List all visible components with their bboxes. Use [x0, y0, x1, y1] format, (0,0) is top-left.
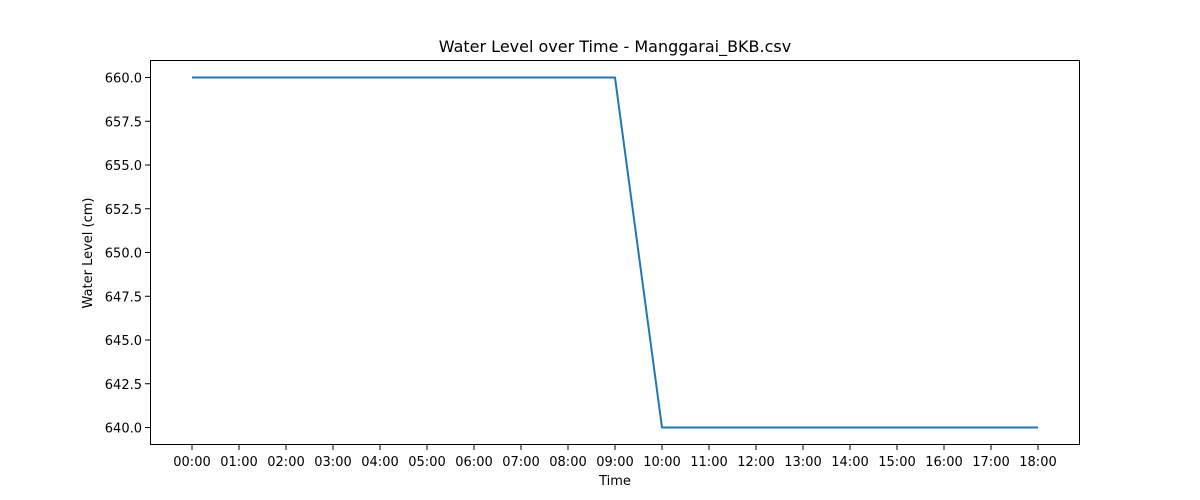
y-tick-label: 655.0: [105, 159, 142, 174]
x-tick-label: 11:00: [690, 455, 727, 470]
x-tick-label: 00:00: [173, 455, 210, 470]
x-tick-label: 02:00: [267, 455, 304, 470]
x-tick-label: 04:00: [361, 455, 398, 470]
y-tick-label: 645.0: [105, 334, 142, 349]
y-axis: 640.0 642.5 645.0 647.5 650.0 652.5 655.0 657.5…: [105, 72, 150, 437]
x-tick-label: 13:00: [784, 455, 821, 470]
x-tick-label: 14:00: [831, 455, 868, 470]
x-tick-label: 17:00: [972, 455, 1009, 470]
y-tick-label: 652.5: [105, 203, 142, 218]
x-tick-label: 10:00: [643, 455, 680, 470]
x-tick-label: 12:00: [737, 455, 774, 470]
x-tick-label: 15:00: [878, 455, 915, 470]
series-line: [192, 76, 1038, 429]
y-tick-label: 657.5: [105, 115, 142, 130]
y-axis-label: Water Level (cm): [81, 198, 96, 309]
x-tick-label: 03:00: [314, 455, 351, 470]
y-tick-label: 650.0: [105, 247, 142, 262]
x-axis-label: Time: [598, 474, 631, 489]
x-tick-label: 07:00: [502, 455, 539, 470]
x-tick-label: 18:00: [1019, 455, 1056, 470]
y-tick-label: 642.5: [105, 378, 142, 393]
y-tick-label: 640.0: [105, 422, 142, 437]
x-tick-label: 09:00: [596, 455, 633, 470]
x-tick-label: 05:00: [408, 455, 445, 470]
x-tick-label: 08:00: [549, 455, 586, 470]
x-tick-label: 01:00: [220, 455, 257, 470]
y-tick-label: 660.0: [105, 72, 142, 87]
series-group: [192, 76, 1038, 429]
plot-frame: [150, 60, 1080, 445]
y-tick-label: 647.5: [105, 290, 142, 305]
chart-title: Water Level over Time - Manggarai_BKB.cs…: [439, 37, 791, 57]
x-tick-label: 16:00: [925, 455, 962, 470]
x-axis: 00:00 01:00 02:00 03:00 04:00 05:00 06:00 07:00…: [173, 445, 1057, 470]
x-tick-label: 06:00: [455, 455, 492, 470]
